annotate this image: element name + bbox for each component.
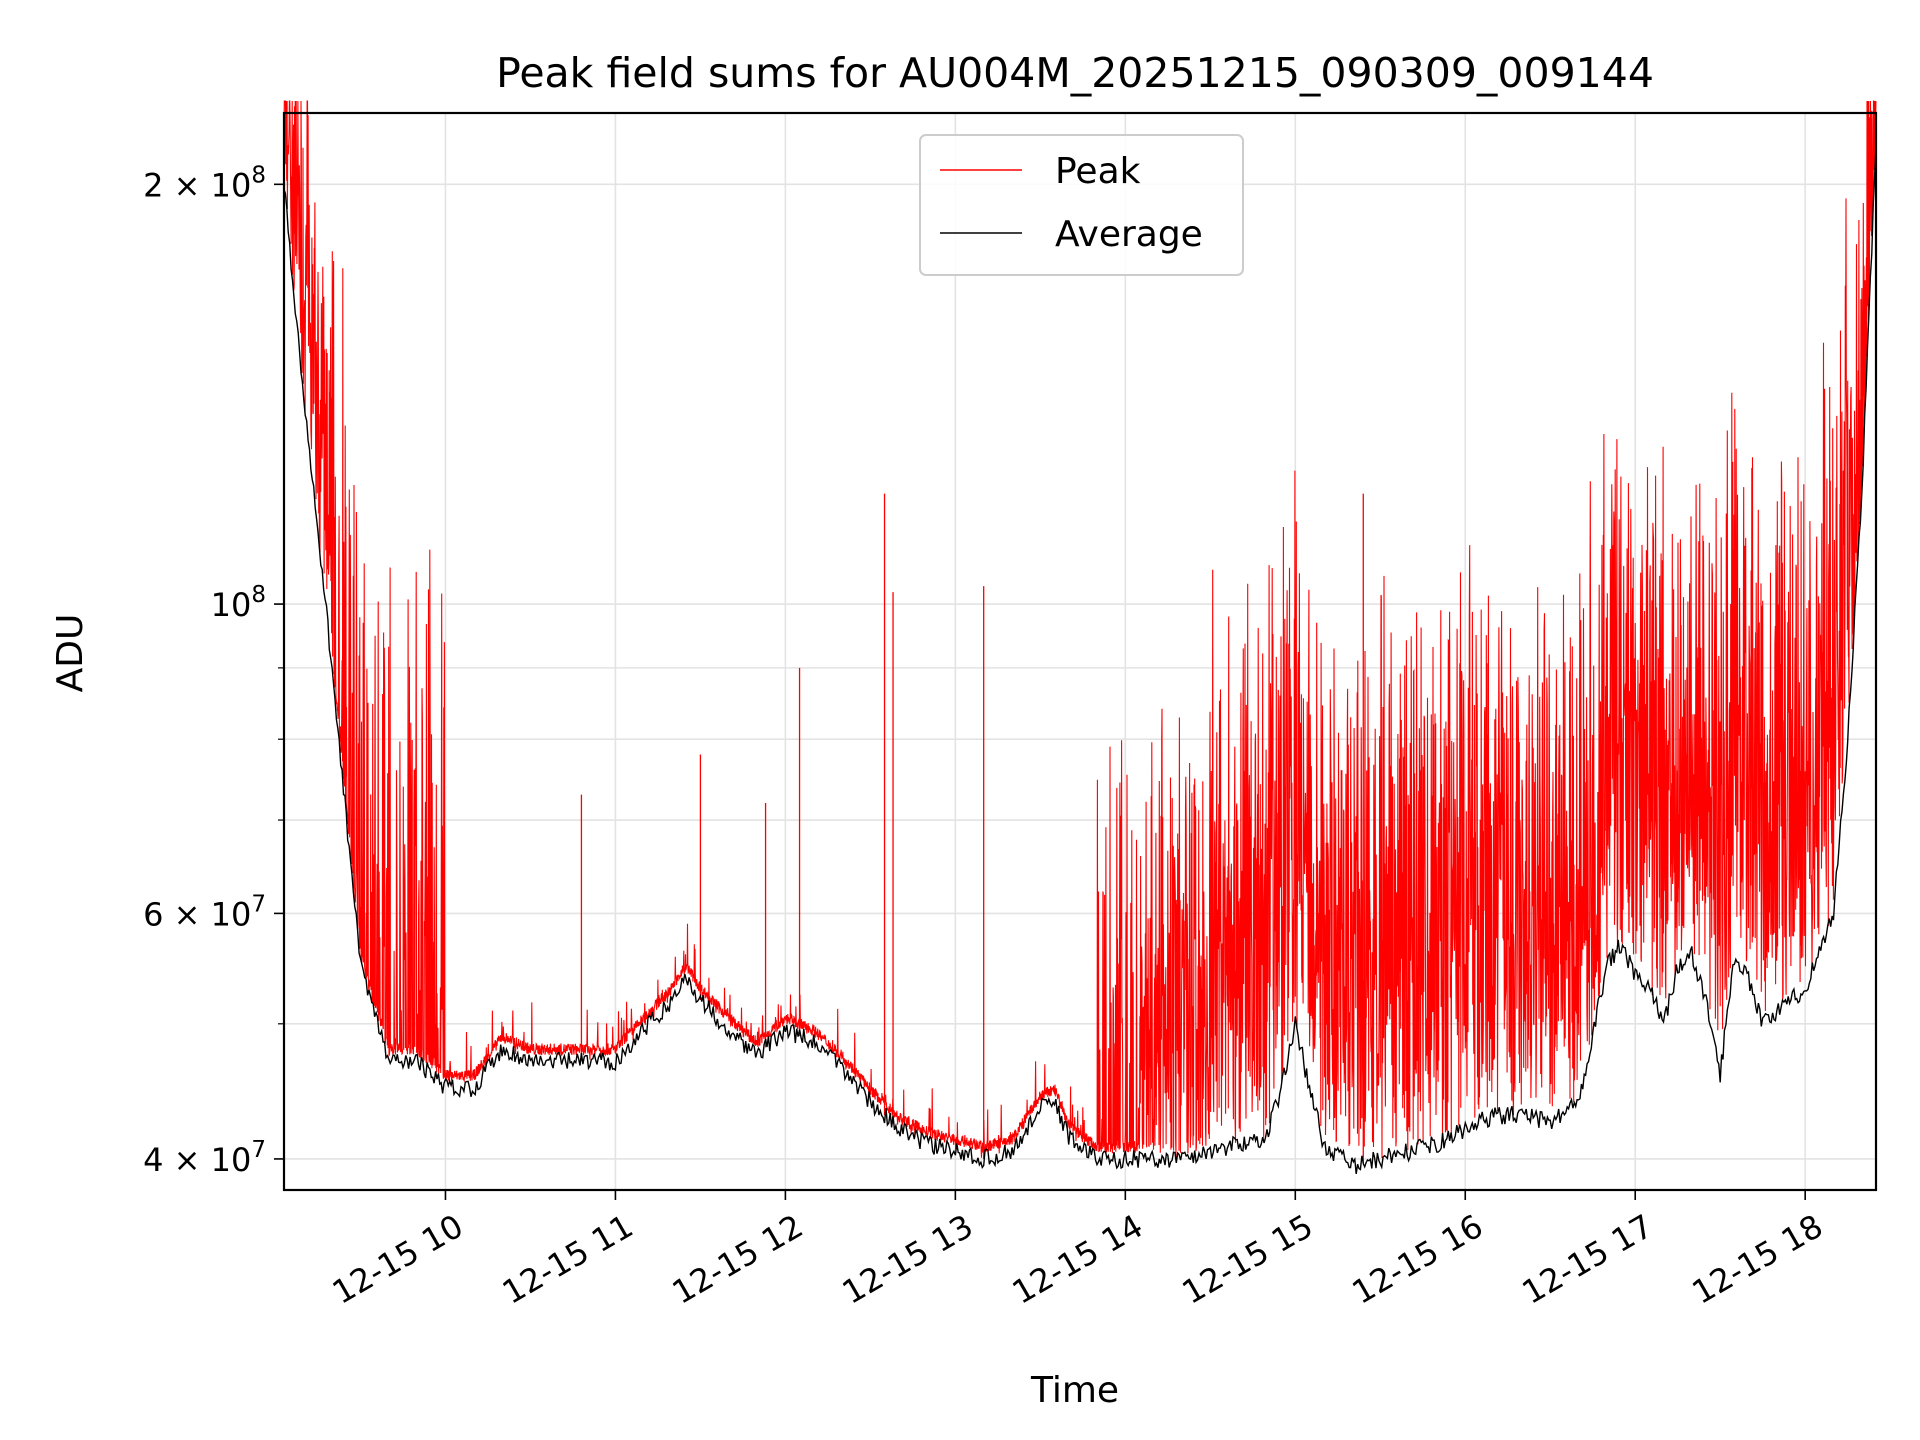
- y-tick-label: 108: [211, 582, 266, 624]
- legend: Peak Average: [919, 134, 1244, 276]
- peak-series-line: [283, 100, 1877, 1159]
- legend-average-label: Average: [1055, 214, 1203, 255]
- series-layer: [283, 100, 1877, 1174]
- legend-peak-label: Peak: [1055, 151, 1141, 192]
- y-tick-label: 4 × 107: [143, 1137, 266, 1179]
- y-axis-label: ADU: [50, 614, 91, 693]
- y-tick-label: 6 × 107: [143, 891, 266, 933]
- average-series-line: [283, 146, 1877, 1174]
- x-axis-label: Time: [1030, 1370, 1119, 1411]
- plot-frame: [282, 111, 1878, 1192]
- y-tick-label: 2 × 108: [143, 162, 266, 204]
- chart-title: Peak field sums for AU004M_20251215_0903…: [496, 49, 1654, 97]
